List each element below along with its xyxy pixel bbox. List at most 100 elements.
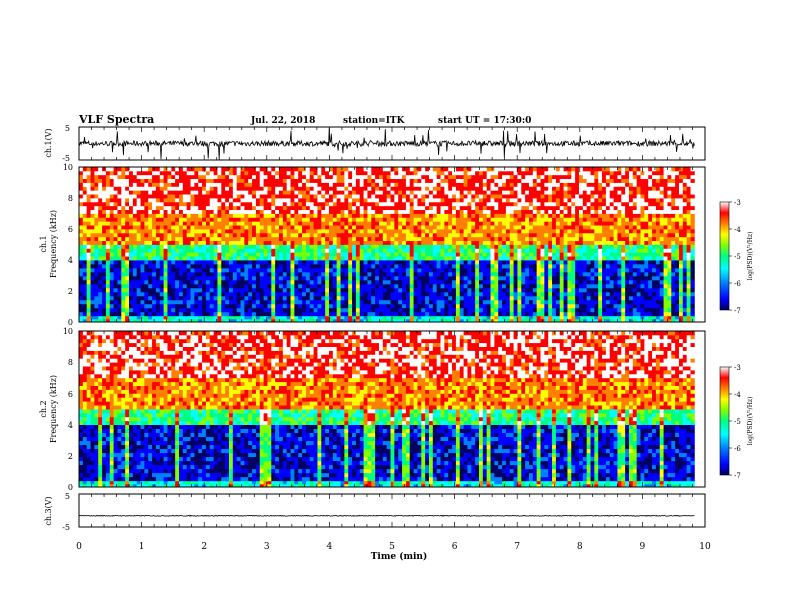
spectrogram-cell: [494, 221, 499, 226]
spectrogram-cell: [475, 186, 480, 191]
spectrogram-cell: [271, 291, 276, 297]
spectrogram-cell: [394, 248, 399, 253]
spectrogram-cell: [259, 260, 265, 265]
spectrogram-cell: [175, 263, 180, 269]
spectrogram-cell: [363, 256, 368, 261]
spectrogram-cell: [544, 213, 549, 218]
spectrogram-cell: [94, 307, 99, 313]
spectrogram-cell: [394, 194, 399, 199]
spectrogram-cell: [425, 244, 430, 249]
spectrogram-cell: [463, 318, 468, 323]
spectrogram-cell: [371, 205, 376, 211]
spectrogram-cell: [455, 182, 461, 187]
spectrogram-cell: [402, 244, 407, 249]
spectrogram-cell: [198, 194, 203, 199]
spectrogram-cell: [421, 248, 426, 253]
spectrogram-cell: [252, 217, 257, 222]
spectrogram-cell: [175, 174, 180, 180]
spectrogram-cell: [194, 232, 199, 238]
spectrogram-cell: [398, 283, 403, 289]
spectrogram-cell: [163, 283, 168, 289]
spectrogram-cell: [428, 299, 434, 305]
spectrogram-cell: [90, 198, 95, 203]
spectrogram-cell: [452, 186, 457, 191]
spectrogram-cell: [282, 225, 288, 230]
spectrogram-cell: [367, 194, 372, 199]
spectrogram-cell: [513, 178, 518, 183]
spectrogram-cell: [228, 190, 234, 195]
spectrogram-cell: [194, 263, 199, 269]
spectrogram-cell: [271, 225, 276, 230]
spectrogram-cell: [313, 307, 318, 313]
spectrogram-cell: [440, 311, 445, 317]
spectrogram-cell: [209, 198, 215, 203]
spectrogram-cell: [382, 244, 388, 249]
spectrogram-cell: [113, 174, 118, 180]
spectrogram-cell: [432, 217, 438, 222]
spectrogram-cell: [302, 225, 307, 230]
spectrogram-cell: [475, 271, 480, 277]
spectrogram-cell: [209, 236, 215, 242]
spectrogram-cell: [113, 236, 118, 242]
spectrogram-cell: [471, 205, 476, 211]
spectrogram-cell: [205, 299, 211, 305]
spectrogram-cell: [194, 198, 199, 203]
spectrogram-cell: [228, 252, 234, 257]
spectrogram-cell: [240, 283, 245, 289]
spectrogram-cell: [244, 225, 249, 230]
spectrogram-cell: [255, 213, 261, 218]
spectrogram-cell: [494, 240, 499, 245]
spectrogram-cell: [309, 213, 315, 218]
spectrogram-cell: [328, 271, 334, 277]
spectrogram-cell: [528, 303, 534, 309]
spectrogram-cell: [140, 213, 145, 218]
spectrogram-cell: [382, 198, 388, 203]
spectrogram-cell: [105, 295, 111, 301]
spectrogram-cell: [532, 201, 538, 207]
spectrogram-cell: [486, 205, 491, 211]
spectrogram-cell: [182, 263, 188, 269]
spectrogram-cell: [298, 260, 303, 265]
spectrogram-cell: [444, 295, 449, 301]
spectrogram-cell: [528, 170, 534, 176]
spectrogram-cell: [263, 256, 268, 261]
spectrogram-cell: [171, 279, 176, 285]
spectrogram-cell: [459, 291, 464, 297]
spectrogram-cell: [375, 190, 380, 195]
spectrogram-cell: [340, 315, 345, 320]
spectrogram-cell: [155, 318, 161, 323]
spectrogram-cell: [182, 315, 188, 320]
spectrogram-cell: [129, 315, 134, 320]
spectrogram-cell: [221, 295, 226, 301]
spectrogram-cell: [271, 229, 276, 234]
spectrogram-cell: [413, 283, 418, 289]
spectrogram-cell: [344, 186, 349, 191]
spectrogram-cell: [113, 311, 118, 317]
spectrogram-cell: [255, 236, 261, 242]
spectrogram-cell: [163, 221, 168, 226]
spectrogram-cell: [482, 303, 488, 309]
spectrogram-cell: [328, 267, 334, 273]
spectrogram-cell: [194, 201, 199, 207]
spectrogram-cell: [540, 271, 545, 277]
spectrogram-cell: [375, 260, 380, 265]
spectrogram-cell: [140, 174, 145, 180]
spectrogram-cell: [263, 217, 268, 222]
spectrogram-cell: [144, 279, 149, 285]
spectrogram-cell: [217, 244, 222, 249]
spectrogram-cell: [144, 190, 149, 195]
spectrogram-cell: [402, 225, 407, 230]
spectrogram-cell: [521, 311, 526, 317]
spectrogram-cell: [202, 307, 207, 313]
spectrogram-cell: [236, 213, 241, 218]
spectrogram-cell: [205, 198, 211, 203]
spectrogram-cell: [432, 205, 438, 211]
spectrogram-cell: [382, 263, 388, 269]
spectrogram-cell: [252, 232, 257, 238]
spectrogram-cell: [113, 232, 118, 238]
spectrogram-cell: [179, 198, 184, 203]
spectrogram-cell: [171, 232, 176, 238]
spectrogram-cell: [286, 225, 291, 230]
spectrogram-cell: [505, 236, 511, 242]
spectrogram-cell: [190, 271, 195, 277]
